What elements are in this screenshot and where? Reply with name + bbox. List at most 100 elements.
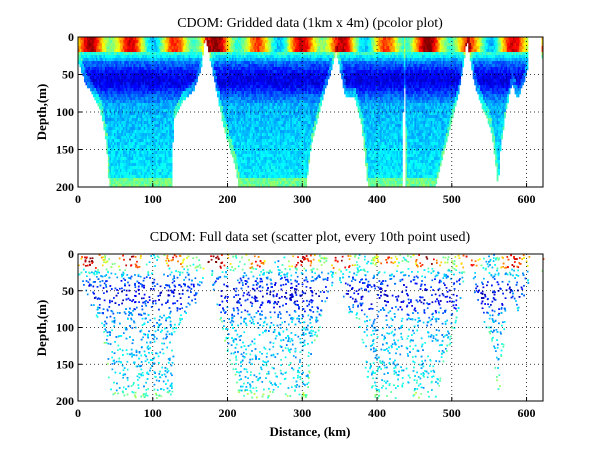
- pcolor-cell: [112, 58, 115, 62]
- pcolor-cell: [234, 145, 237, 149]
- pcolor-cell: [181, 67, 183, 71]
- pcolor-cell: [230, 121, 233, 125]
- pcolor-cell: [236, 169, 239, 173]
- pcolor-cell: [125, 130, 128, 134]
- pcolor-cell: [248, 148, 251, 152]
- pcolor-cell: [155, 136, 158, 140]
- pcolor-cell: [178, 76, 180, 80]
- pcolor-cell: [106, 109, 109, 113]
- pcolor-cell: [246, 136, 249, 140]
- pcolor-cell: [202, 49, 204, 53]
- pcolor-cell: [226, 94, 228, 98]
- pcolor-cell: [267, 58, 270, 62]
- pcolor-cell: [258, 73, 261, 77]
- pcolor-cell: [139, 169, 142, 173]
- pcolor-cell: [229, 73, 231, 77]
- pcolor-cell: [115, 46, 118, 50]
- pcolor-cell: [178, 67, 180, 71]
- pcolor-cell: [224, 82, 227, 86]
- pcolor-cell: [243, 181, 246, 185]
- pcolor-cell: [110, 55, 113, 59]
- pcolor-cell: [109, 46, 112, 50]
- pcolor-cell: [124, 100, 127, 104]
- pcolor-cell: [97, 49, 100, 53]
- pcolor-cell: [193, 46, 195, 50]
- pcolor-cell: [140, 124, 143, 128]
- pcolor-cell: [83, 76, 86, 80]
- pcolor-cell: [234, 136, 237, 140]
- pcolor-cell: [149, 112, 152, 116]
- pcolor-cell: [194, 76, 197, 80]
- pcolor-cell: [140, 82, 143, 86]
- pcolor-cell: [113, 40, 116, 44]
- pcolor-cell: [80, 67, 83, 71]
- pcolor-cell: [110, 127, 113, 131]
- pcolor-cell: [249, 139, 252, 143]
- pcolor-cell: [270, 106, 273, 110]
- pcolor-cell: [182, 82, 185, 86]
- pcolor-cell: [266, 148, 269, 152]
- pcolor-cell: [170, 148, 173, 152]
- pcolor-cell: [130, 76, 133, 80]
- pcolor-cell: [264, 136, 267, 140]
- pcolor-cell: [106, 124, 109, 128]
- pcolor-cell: [254, 124, 257, 128]
- pcolor-cell: [255, 133, 258, 137]
- pcolor-cell: [226, 61, 228, 65]
- pcolor-cell: [151, 139, 154, 143]
- pcolor-cell: [278, 67, 281, 71]
- pcolor-cell: [197, 52, 200, 56]
- pcolor-cell: [100, 112, 103, 116]
- pcolor-cell: [91, 40, 94, 44]
- pcolor-cell: [155, 121, 158, 125]
- pcolor-cell: [261, 139, 264, 143]
- pcolor-cell: [227, 124, 230, 128]
- pcolor-cell: [139, 133, 142, 137]
- pcolor-cell: [107, 139, 110, 143]
- pcolor-cell: [248, 79, 251, 83]
- pcolor-cell: [97, 43, 100, 47]
- pcolor-cell: [83, 43, 86, 47]
- pcolor-cell: [190, 76, 192, 80]
- pcolor-cell: [157, 49, 160, 53]
- pcolor-cell: [166, 103, 169, 107]
- pcolor-cell: [194, 55, 197, 59]
- pcolor-cell: [275, 124, 278, 128]
- pcolor-cell: [226, 37, 228, 41]
- pcolor-cell: [122, 148, 125, 152]
- pcolor-cell: [167, 91, 170, 95]
- pcolor-cell: [221, 100, 224, 104]
- pcolor-cell: [266, 154, 269, 158]
- pcolor-cell: [243, 97, 246, 101]
- pcolor-cell: [146, 163, 149, 167]
- pcolor-cell: [243, 154, 246, 158]
- pcolor-cell: [157, 157, 160, 161]
- pcolor-cell: [249, 79, 252, 83]
- pcolor-cell: [176, 52, 179, 56]
- pcolor-cell: [281, 49, 284, 53]
- pcolor-cell: [215, 70, 218, 74]
- pcolor-cell: [128, 100, 131, 104]
- pcolor-cell: [149, 37, 152, 41]
- pcolor-cell: [151, 103, 154, 107]
- pcolor-cell: [269, 97, 272, 101]
- pcolor-cell: [215, 49, 218, 53]
- pcolor-cell: [154, 163, 157, 167]
- pcolor-cell: [142, 55, 145, 59]
- pcolor-cell: [107, 175, 110, 179]
- pcolor-cell: [258, 46, 261, 50]
- pcolor-cell: [170, 133, 173, 137]
- pcolor-cell: [240, 142, 243, 146]
- pcolor-cell: [169, 85, 172, 89]
- pcolor-cell: [116, 58, 119, 62]
- pcolor-cell: [139, 118, 142, 122]
- pcolor-cell: [82, 40, 85, 44]
- pcolor-cell: [179, 40, 182, 44]
- pcolor-cell: [131, 61, 134, 65]
- pcolor-cell: [91, 43, 94, 47]
- pcolor-cell: [124, 91, 127, 95]
- pcolor-cell: [242, 58, 245, 62]
- pcolor-cell: [145, 106, 148, 110]
- pcolor-cell: [275, 121, 278, 125]
- pcolor-cell: [182, 79, 185, 83]
